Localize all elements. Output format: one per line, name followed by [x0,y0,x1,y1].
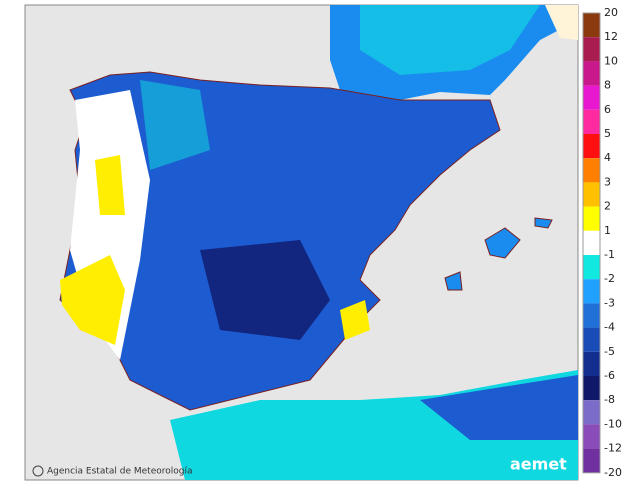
legend-label: 1 [604,224,611,237]
legend-label: 5 [604,127,611,140]
legend-frame [582,12,601,474]
legend-label: 8 [604,79,611,92]
legend-label: -2 [604,272,615,285]
legend: 20 12 10 8 6 5 4 3 2 1 -1 -2 -3 -4 -5 -6 -8 -10 -12 -20 [582,6,622,479]
legend-swatch [583,400,600,425]
legend-swatch [583,13,600,38]
legend-swatch [583,61,600,86]
legend-swatch [583,37,600,62]
credit: Agencia Estatal de Meteorología [47,467,193,477]
map [24,4,579,481]
yellow-south [60,255,125,345]
yellow-north [95,155,125,215]
legend-swatch [583,182,600,207]
italy [545,5,578,40]
legend-swatch [583,376,600,401]
legend-label: -5 [604,345,615,358]
legend-swatch [583,448,600,473]
legend-swatch [583,303,600,328]
legend-swatch [583,134,600,159]
legend-label: -1 [604,248,615,261]
coldest [200,240,330,340]
mallorca [484,227,521,259]
legend-label: 6 [604,103,611,116]
legend-swatch [583,206,600,231]
legend-label: -20 [604,466,622,479]
legend-label: -8 [604,393,615,406]
legend-label: 10 [604,54,618,67]
ibiza [444,271,463,291]
copyright-icon [32,465,44,477]
africa-cold [420,375,578,440]
legend-swatch [583,230,600,255]
france-cold [360,5,540,75]
legend-label: 3 [604,175,611,188]
legend-swatch [583,424,600,449]
legend-swatch [583,351,600,376]
legend-label: 12 [604,30,618,43]
legend-label: 2 [604,200,611,213]
legend-label: 20 [604,6,618,19]
legend-label: -10 [604,417,622,430]
legend-swatch [583,327,600,352]
legend-label: 4 [604,151,611,164]
cyan-north [140,80,210,170]
legend-label: -4 [604,321,615,334]
yellow-east [340,300,370,340]
legend-swatch [583,279,600,304]
legend-swatch [583,255,600,280]
logo: aemet [510,455,567,474]
menorca [534,217,553,229]
legend-swatch [583,85,600,110]
legend-label: -12 [604,442,622,455]
legend-label: -3 [604,296,615,309]
legend-swatch [583,109,600,134]
legend-label: -6 [604,369,615,382]
legend-swatch [583,158,600,183]
credits: Agencia Estatal de Meteorología aemet [32,455,567,477]
